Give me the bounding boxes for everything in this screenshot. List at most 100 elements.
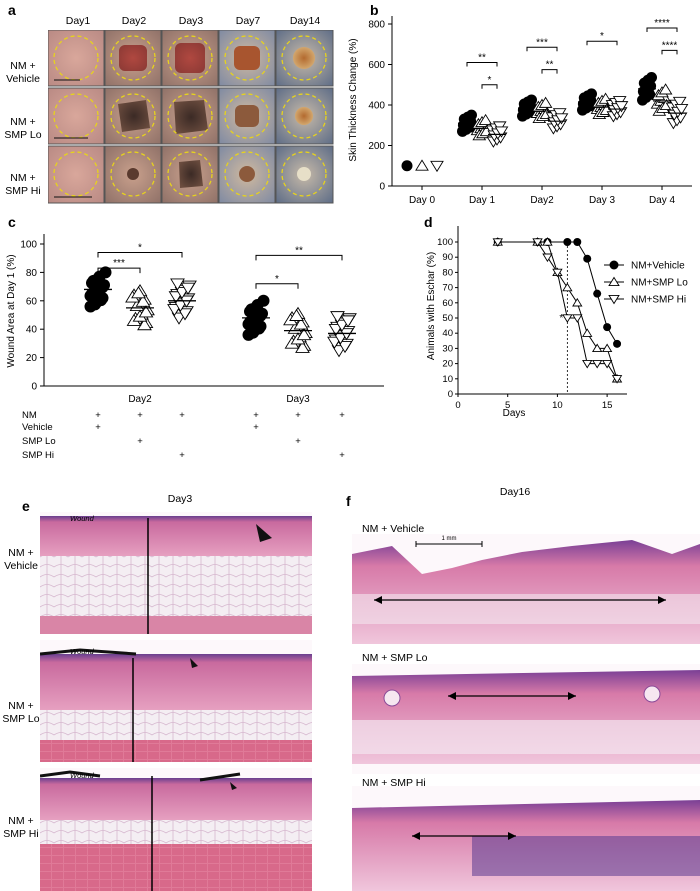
- x-tick-label: Day 3: [589, 195, 616, 206]
- significance-label: **: [546, 60, 554, 71]
- significance-label: **: [295, 245, 303, 256]
- y-ticks: 0 200 400 600 800: [368, 20, 392, 193]
- design-mark: +: [179, 410, 185, 421]
- data-point: [674, 103, 689, 116]
- data-point: [131, 286, 146, 299]
- data-point: [170, 278, 185, 291]
- group-label-line: NM +: [8, 815, 34, 827]
- design-row-label: SMP Hi: [22, 450, 54, 461]
- data-point: [177, 308, 193, 321]
- panel-letter-d: d: [424, 214, 433, 230]
- data-point: [554, 113, 569, 125]
- legend: NM+Vehicle NM+SMP Lo NM+SMP Hi: [604, 260, 688, 306]
- panel-e-title: Day3: [167, 493, 193, 505]
- legend-label: NM+SMP Hi: [631, 295, 686, 306]
- data-point: [250, 301, 262, 314]
- data-point: [572, 297, 583, 307]
- data-point: [330, 311, 345, 324]
- significance-bracket: [97, 252, 183, 258]
- group-label-line: Vehicle: [6, 73, 40, 85]
- x-tick-label: 5: [505, 400, 510, 411]
- data-point: [415, 159, 429, 171]
- significance-label: *: [275, 274, 279, 285]
- data-point: [611, 375, 623, 384]
- group-label-line: NM +: [10, 116, 36, 128]
- histo-f-vehicle: 1 mm: [352, 534, 700, 644]
- data-point: [492, 238, 503, 247]
- design-mark: +: [295, 410, 301, 421]
- histology-e: Wound Wound Wound: [40, 512, 312, 891]
- histo-e-smp-lo: Wound: [40, 640, 312, 762]
- data-point: [526, 94, 537, 106]
- data-point: [289, 308, 304, 321]
- significance-bracket: [541, 69, 558, 74]
- series-line: [497, 241, 618, 379]
- design-mark: +: [253, 410, 259, 421]
- photo-smp-hi-day7: [218, 145, 276, 204]
- data-point: [672, 96, 687, 109]
- group-label-vehicle: NM + Vehicle: [0, 60, 46, 86]
- significance-brackets: *******: [97, 243, 343, 289]
- data-point: [337, 340, 353, 354]
- data-point: [646, 71, 657, 83]
- x-tick-label: 10: [552, 400, 563, 411]
- wound-label: Wound: [70, 514, 95, 523]
- photo-smp-lo-day14: [275, 87, 334, 145]
- design-mark: +: [339, 410, 345, 421]
- y-tick-label: 90: [442, 252, 453, 263]
- group-label-smp-hi: NM + SMP Hi: [0, 172, 46, 198]
- data-point: [603, 323, 612, 332]
- data-point: [466, 109, 477, 121]
- legend-label: NM+Vehicle: [631, 261, 685, 272]
- significance-label: ****: [662, 40, 678, 51]
- design-mark: +: [179, 450, 185, 461]
- panel-letter-a: a: [8, 2, 16, 18]
- group-label-line: NM +: [10, 60, 36, 72]
- day-title: Day2: [121, 15, 147, 27]
- significance-label: *: [600, 31, 604, 42]
- y-tick-label: 10: [442, 374, 453, 385]
- histo-e-label-smp-lo: NM + SMP Lo: [0, 700, 42, 726]
- legend-label: NM+SMP Lo: [631, 278, 688, 289]
- y-tick-label: 30: [442, 343, 453, 354]
- x-tick-label: 15: [602, 400, 613, 411]
- photo-vehicle-day1: [48, 30, 105, 87]
- data-point: [138, 305, 154, 318]
- chart-d: Animals with Eschar (%) Days 01020304050…: [426, 226, 688, 419]
- significance-bracket: [526, 46, 558, 52]
- data-point: [614, 101, 629, 113]
- significance-bracket: [586, 40, 618, 46]
- data-point: [296, 328, 312, 341]
- photo-smp-lo-day2: [104, 87, 162, 145]
- group-label-smp-lo: NM + SMP Lo: [0, 116, 46, 142]
- photo-smp-hi-day2: [104, 145, 162, 204]
- x-category-label: Day3: [286, 394, 310, 405]
- y-tick-label: 600: [368, 60, 385, 71]
- data-points: [401, 71, 689, 173]
- design-mark: +: [137, 436, 143, 447]
- photo-smp-hi-day1: [48, 145, 105, 204]
- histo-e-label-smp-hi: NM + SMP Hi: [0, 815, 42, 841]
- data-point: [401, 160, 413, 172]
- significance-label: *: [488, 75, 492, 86]
- significance-label: ***: [113, 258, 125, 269]
- data-point: [430, 160, 444, 173]
- day-title: Day14: [289, 15, 321, 27]
- survival-lines: *: [492, 237, 623, 394]
- design-table: NM Vehicle SMP Lo SMP Hi + + + + + ++ ++ ++ +: [22, 410, 345, 461]
- photo-smp-lo-day7: [218, 87, 276, 145]
- y-axis-label: Wound Area at Day 1 (%): [6, 254, 17, 367]
- data-point: [562, 314, 573, 323]
- x-tick-label: Day 1: [469, 195, 496, 206]
- design-row-label: SMP Lo: [22, 436, 56, 447]
- data-point: [562, 282, 573, 292]
- design-mark: +: [95, 422, 101, 433]
- y-tick-label: 800: [368, 20, 385, 31]
- x-tick-label: Day 0: [409, 195, 436, 206]
- histo-e-smp-hi: Wound: [40, 768, 312, 891]
- significance-bracket: [481, 84, 498, 89]
- chart-b: Skin Thickness Change (%) 0200400600800 …: [348, 16, 692, 206]
- data-point: [137, 318, 152, 331]
- group-label-line: SMP Hi: [5, 185, 41, 197]
- significance-bracket: [97, 267, 141, 274]
